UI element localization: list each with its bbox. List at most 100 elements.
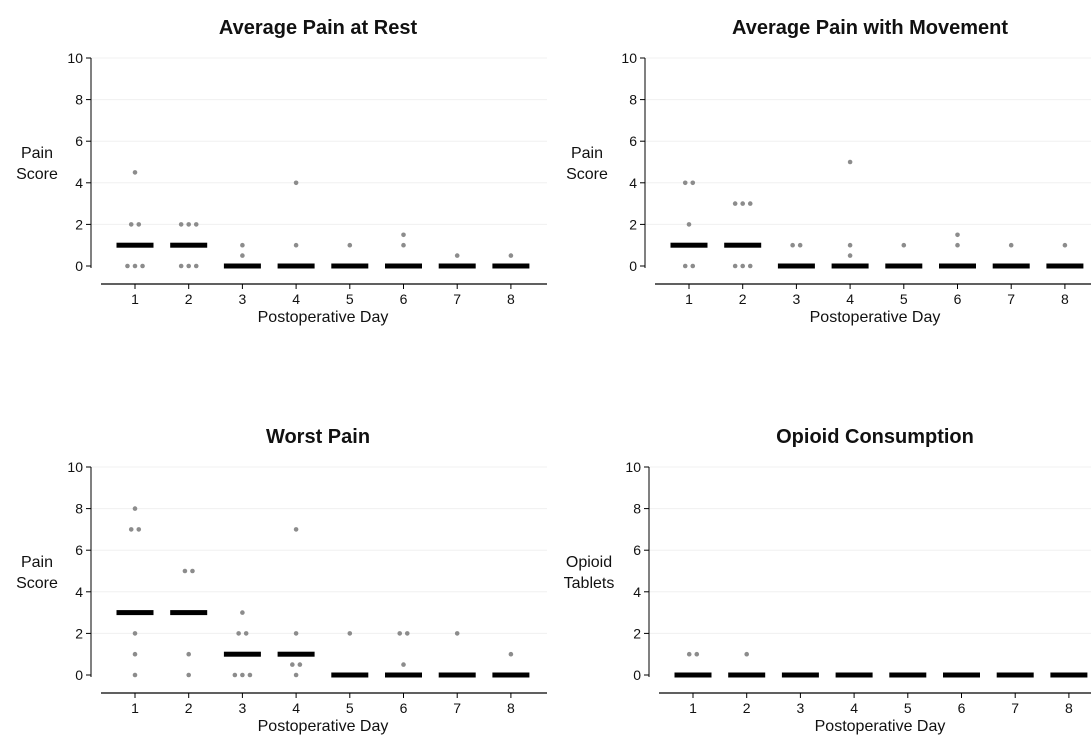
x-tick-label: 2 (743, 700, 751, 716)
y-tick-label: 4 (75, 584, 83, 600)
x-axis-label: Postoperative Day (810, 309, 941, 326)
median-bar (777, 263, 815, 269)
median-bar (170, 610, 208, 616)
x-axis-label: Postoperative Day (258, 718, 389, 735)
y-tick-label: 8 (75, 92, 83, 108)
data-point (955, 232, 960, 238)
data-point (682, 180, 688, 186)
data-point (847, 242, 853, 248)
median-bar (385, 263, 422, 269)
median-bar (674, 672, 712, 678)
data-point (732, 263, 738, 269)
median-bar (831, 263, 869, 269)
y-tick-label: 2 (75, 216, 83, 232)
panel-average-pain-at-rest: Average Pain at Rest 0 2 4 6 8 10 Pain Score Post… (16, 17, 547, 326)
data-point (243, 631, 249, 636)
data-point (682, 263, 688, 269)
x-tick-label: 2 (185, 291, 193, 307)
data-point (401, 662, 406, 667)
x-tick-label: 8 (507, 700, 515, 716)
chart-title: Worst Pain (266, 426, 370, 448)
data-point (508, 253, 514, 258)
y-tick-label: 8 (633, 501, 641, 517)
data-point (397, 631, 403, 636)
data-point (182, 568, 188, 574)
data-point (136, 527, 142, 532)
y-tick-label: 6 (75, 542, 83, 558)
chart-title: Average Pain with Movement (732, 17, 1008, 39)
median-bar (992, 263, 1030, 269)
data-point (125, 263, 130, 269)
data-point (740, 201, 745, 206)
y-tick-label: 6 (629, 133, 637, 149)
y-tick-label: 10 (621, 50, 637, 66)
data-point (132, 672, 138, 678)
data-point (193, 222, 199, 227)
data-point (508, 651, 514, 657)
data-point (454, 253, 460, 258)
data-point (293, 527, 299, 532)
x-tick-label: 1 (131, 700, 139, 716)
data-point (132, 170, 138, 175)
data-point (240, 253, 245, 258)
data-point (136, 222, 142, 227)
x-tick-label: 4 (850, 700, 858, 716)
data-point (747, 201, 753, 206)
median-bar (1050, 672, 1088, 678)
x-tick-label: 5 (346, 700, 354, 716)
median-bar (223, 263, 261, 269)
y-tick-label: 0 (75, 258, 83, 274)
x-tick-label: 5 (900, 291, 908, 307)
data-point (240, 610, 245, 615)
median-bar (438, 263, 476, 269)
median-bar (939, 263, 976, 269)
y-axis-label: Score (566, 166, 608, 183)
median-bar (943, 672, 980, 678)
chart-title: Average Pain at Rest (219, 17, 418, 39)
data-point (297, 662, 303, 667)
data-point (186, 672, 191, 678)
y-tick-label: 10 (67, 459, 83, 475)
data-point (686, 222, 692, 227)
y-tick-label: 4 (633, 584, 641, 600)
x-tick-label: 5 (904, 700, 912, 716)
data-point (1008, 242, 1014, 248)
data-point (247, 672, 253, 678)
y-axis-label: Score (16, 575, 58, 592)
median-bar (331, 263, 369, 269)
y-axis-label: Pain (21, 145, 53, 162)
data-point (232, 672, 238, 678)
data-point (186, 222, 191, 227)
y-tick-label: 6 (633, 542, 641, 558)
data-point (178, 222, 184, 227)
y-tick-label: 2 (633, 625, 641, 641)
median-bar (492, 263, 530, 269)
data-point (847, 253, 853, 258)
data-point (290, 662, 295, 667)
data-point (690, 263, 696, 269)
data-point (347, 242, 353, 248)
median-bar (1046, 263, 1084, 269)
y-tick-label: 6 (75, 133, 83, 149)
x-tick-label: 4 (292, 700, 300, 716)
median-bar (438, 672, 476, 678)
median-bar (116, 610, 154, 616)
x-tick-label: 3 (239, 291, 247, 307)
data-point (1062, 242, 1068, 248)
data-point (178, 263, 184, 269)
data-point (186, 263, 191, 269)
x-tick-label: 6 (954, 291, 962, 307)
x-tick-label: 6 (958, 700, 966, 716)
y-tick-label: 4 (629, 175, 637, 191)
y-tick-label: 0 (75, 667, 83, 683)
data-point (132, 631, 138, 636)
median-bar (835, 672, 873, 678)
data-point (128, 222, 134, 227)
x-tick-label: 1 (685, 291, 693, 307)
data-point (401, 232, 406, 238)
x-tick-label: 3 (797, 700, 805, 716)
x-tick-label: 1 (131, 291, 139, 307)
x-tick-label: 6 (400, 700, 408, 716)
median-bar (277, 651, 315, 657)
